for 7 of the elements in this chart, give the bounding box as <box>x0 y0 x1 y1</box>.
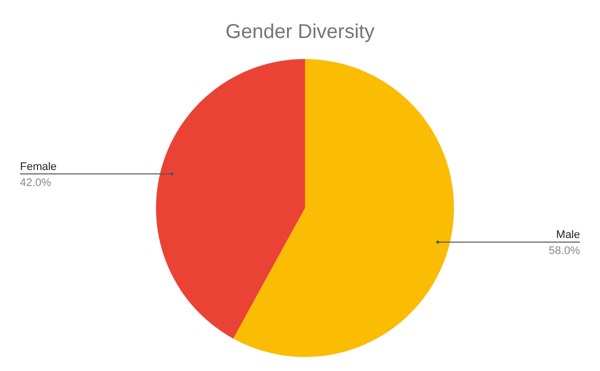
pie-slice <box>233 59 454 357</box>
chart-title: Gender Diversity <box>226 21 374 43</box>
slice-label: Female <box>20 160 57 173</box>
pie-slice <box>156 59 305 339</box>
slice-label: Male <box>556 229 580 242</box>
data-label: 58.0% <box>548 245 580 258</box>
data-label: 42.0% <box>20 176 52 189</box>
